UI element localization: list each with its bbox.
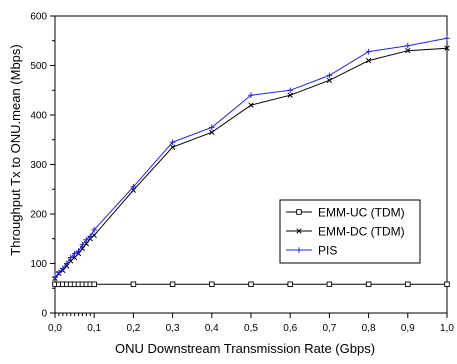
series-line — [54, 37, 448, 278]
data-point — [248, 102, 254, 108]
x-tick-label: 0,5 — [244, 323, 258, 334]
data-point — [63, 260, 70, 267]
data-point — [444, 35, 450, 42]
data-point — [91, 227, 97, 233]
data-point — [365, 57, 372, 64]
data-point — [287, 87, 293, 94]
legend-swatch-marker — [296, 209, 302, 215]
data-point — [169, 281, 176, 288]
x-tick-label: 1,0 — [440, 323, 454, 334]
plot-frame — [54, 15, 448, 314]
y-tick-label: 300 — [30, 160, 47, 171]
legend-label: EMM-DC (TDM) — [318, 225, 405, 239]
x-tick-label: 0,0 — [48, 323, 62, 334]
data-point — [91, 232, 97, 238]
data-point — [287, 281, 293, 288]
data-point — [326, 77, 333, 84]
x-tick-label: 0,3 — [166, 323, 180, 334]
data-point — [91, 281, 97, 288]
data-point — [405, 42, 411, 49]
data-point — [444, 45, 450, 51]
data-point — [209, 281, 215, 288]
data-point — [326, 281, 333, 288]
axes: 0,0 0,1 0,2 0,3 0,4 0,5 0,6 0,7 0,8 0,9 1,0 0 100 200… — [30, 12, 454, 335]
data-point — [405, 281, 411, 288]
data-point — [67, 254, 74, 261]
x-tick-label: 0,8 — [362, 323, 376, 334]
data-point — [365, 48, 372, 55]
data-point — [130, 183, 137, 190]
legend-swatch-marker — [296, 247, 302, 253]
data-point — [75, 248, 82, 254]
data-point — [130, 281, 137, 288]
y-tick-label: 400 — [30, 111, 47, 122]
data-point — [56, 269, 62, 276]
legend-box — [279, 199, 421, 264]
y-tick-label: 500 — [30, 61, 47, 72]
y-axis-label: Throughput Tx to ONU.mean (Mbps) — [8, 44, 23, 255]
series-layer — [52, 35, 450, 288]
x-tick-label: 0,6 — [283, 323, 297, 334]
x-tick-label: 0,2 — [126, 323, 140, 334]
data-point — [444, 281, 450, 288]
data-point — [60, 265, 66, 272]
x-tick-label: 0,7 — [322, 323, 336, 334]
data-point — [71, 254, 78, 261]
data-point — [326, 72, 333, 79]
data-point — [248, 92, 254, 98]
data-point — [365, 281, 372, 288]
data-point — [87, 233, 94, 240]
data-point — [209, 129, 215, 135]
series-2 — [52, 45, 450, 282]
data-point — [169, 144, 176, 150]
legend: EMM-UC (TDM) EMM-DC (TDM) PIS — [279, 199, 421, 264]
series-3 — [52, 35, 450, 281]
data-point — [79, 241, 86, 248]
legend-entry: EMM-UC (TDM) — [286, 206, 405, 220]
legend-swatch-marker — [296, 228, 302, 234]
data-point — [169, 139, 176, 146]
data-point — [405, 47, 411, 54]
data-point — [248, 281, 254, 288]
series-1 — [52, 281, 450, 288]
x-axis-label: ONU Downstream Transmission Rate (Gbps) — [115, 341, 375, 356]
y-tick-label: 0 — [41, 309, 47, 320]
data-point — [209, 124, 215, 131]
data-point — [287, 92, 293, 98]
legend-entry: PIS — [286, 244, 337, 258]
y-tick-label: 200 — [30, 210, 47, 221]
data-point — [71, 250, 78, 257]
data-point — [83, 236, 90, 243]
legend-label: PIS — [318, 244, 337, 258]
legend-entry: EMM-DC (TDM) — [286, 225, 405, 239]
legend-label: EMM-UC (TDM) — [318, 206, 405, 220]
y-tick-label: 100 — [30, 259, 47, 270]
x-tick-label: 0,1 — [87, 323, 101, 334]
y-tick-label: 600 — [30, 12, 47, 23]
x-tick-label: 0,4 — [205, 323, 219, 334]
data-point — [52, 274, 58, 281]
x-tick-label: 0,9 — [401, 323, 415, 334]
